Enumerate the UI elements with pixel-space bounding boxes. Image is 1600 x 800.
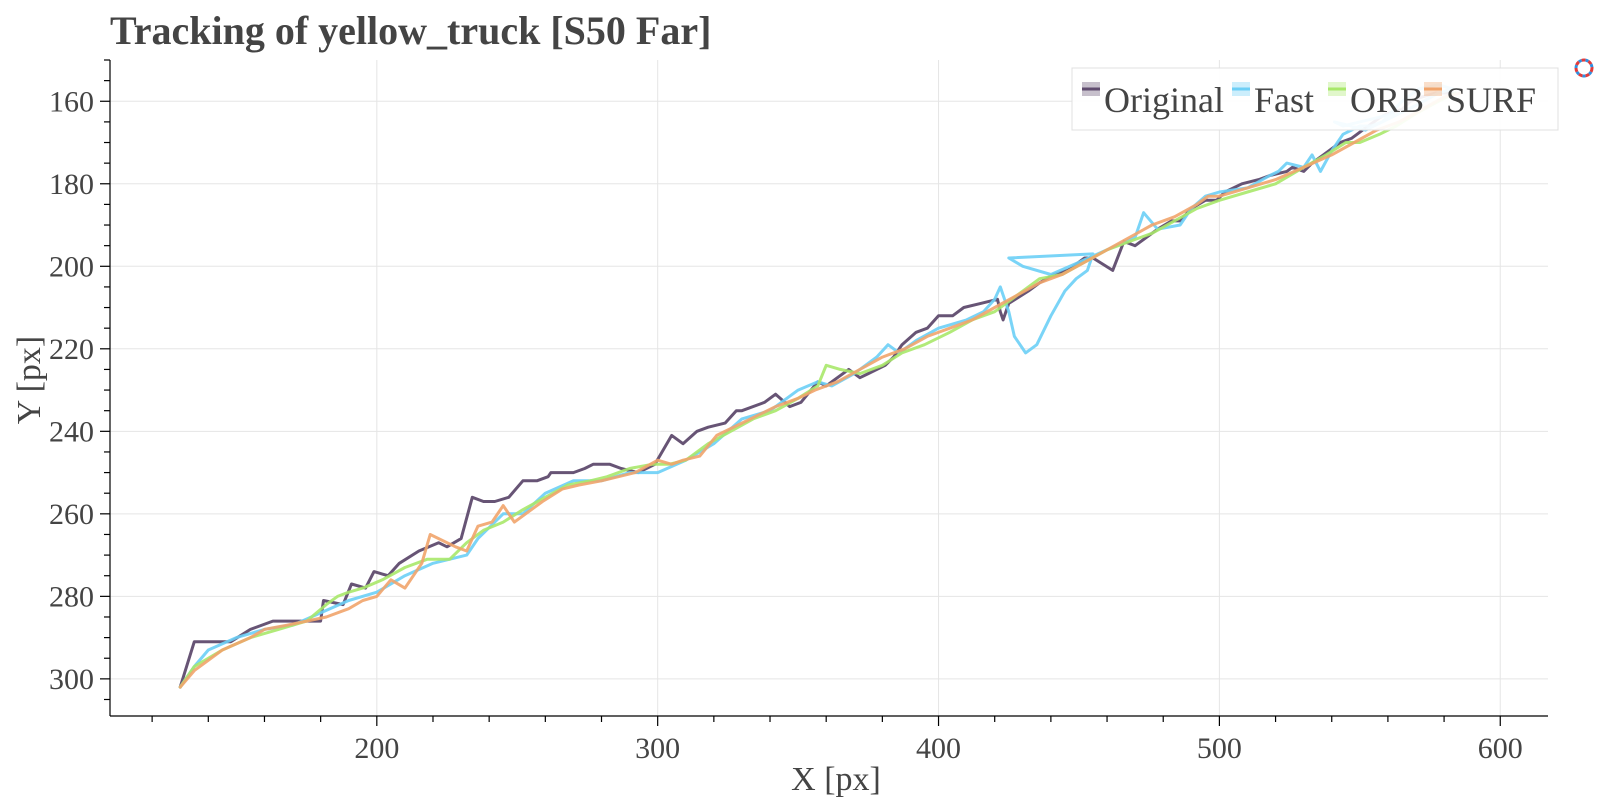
y-tick-label: 180 [49,168,94,201]
legend-box [1071,67,1559,131]
series-line-surf [178,91,1463,689]
y-tick-label: 200 [49,250,94,283]
axes [100,59,1548,726]
legend-item-orb[interactable]: ORB [1328,80,1424,120]
legend-label: SURF [1446,80,1536,120]
x-tick-label: 200 [354,732,399,765]
y-tick-label: 220 [49,333,94,366]
legend-label: Original [1104,80,1224,120]
legend-item-fast[interactable]: Fast [1232,80,1314,120]
legend-item-surf[interactable]: SURF [1424,80,1536,120]
grid [110,60,1548,716]
toolbar-logo-icon[interactable] [1574,58,1594,78]
legend-items: Original Fast ORB SURF [1082,80,1536,120]
x-axis-label: X [px] [791,761,881,798]
y-tick-label: 160 [49,85,94,118]
x-tick-label: 500 [1197,732,1242,765]
y-tick-label: 260 [49,498,94,531]
legend-item-original[interactable]: Original [1082,80,1224,120]
chart-title: Tracking of yellow_truck [S50 Far] [110,8,711,53]
y-tick-label: 240 [49,415,94,448]
tick-labels: 200 300 400 500 600 160 180 200 220 240 260 280 300 [49,85,1523,765]
y-tick-label: 280 [49,580,94,613]
y-tick-label: 300 [49,663,94,696]
legend: Original Fast ORB SURF [1071,67,1559,131]
x-tick-label: 400 [916,732,961,765]
y-axis-label: Y [px] [11,336,48,424]
x-tick-label: 300 [635,732,680,765]
x-tick-label: 600 [1478,732,1523,765]
legend-label: ORB [1350,80,1424,120]
legend-label: Fast [1254,80,1314,120]
